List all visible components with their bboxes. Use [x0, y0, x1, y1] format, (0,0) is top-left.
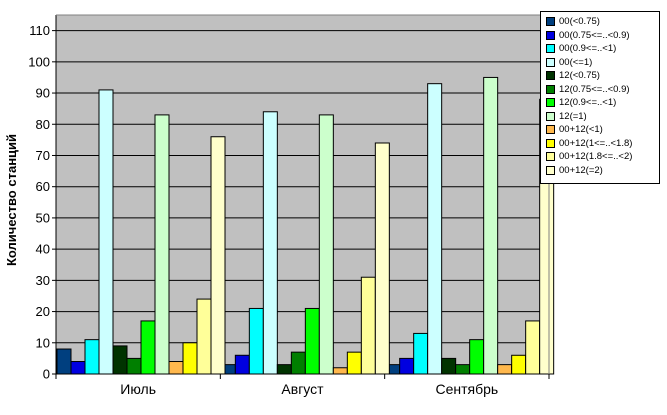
legend-item: 12(0.9<=..<1)	[546, 96, 659, 110]
bar	[469, 339, 485, 375]
legend-swatch	[546, 165, 555, 175]
bar	[70, 361, 86, 375]
plot-area	[56, 15, 549, 374]
bar	[210, 136, 226, 375]
legend-label: 00+12(=2)	[559, 164, 603, 176]
bar	[399, 357, 415, 375]
legend-label: 00+12(1<=..<1.8)	[559, 137, 633, 149]
legend-item: 00(<0.75)	[546, 15, 659, 29]
bar	[98, 89, 114, 375]
gridlines	[56, 30, 549, 344]
legend-item: 00(0.9<=..<1)	[546, 42, 659, 56]
legend-swatch	[546, 17, 555, 27]
legend-label: 12(0.75<=..<0.9)	[559, 83, 630, 95]
legend-swatch	[546, 125, 555, 135]
legend-item: 00+12(=2)	[546, 164, 659, 178]
y-tick-label: 10	[36, 335, 50, 350]
x-tick-label: Сентябрь	[435, 381, 498, 397]
bar	[196, 298, 212, 375]
bar	[525, 320, 541, 375]
bar	[318, 114, 334, 375]
legend-swatch	[546, 138, 555, 148]
legend-label: 00(<0.75)	[559, 16, 600, 28]
bar	[168, 361, 184, 375]
bar	[427, 83, 443, 375]
bar	[374, 142, 390, 375]
legend-swatch	[546, 30, 555, 40]
legend-item: 00+12(1.8<=..<2)	[546, 150, 659, 164]
legend-item: 00+12(<1)	[546, 123, 659, 137]
bar	[112, 345, 128, 375]
legend-label: 00+12(1.8<=..<2)	[559, 151, 633, 163]
legend-swatch	[546, 57, 555, 67]
bar	[304, 307, 320, 375]
bar	[511, 354, 527, 375]
legend-label: 00(0.75<=..<0.9)	[559, 29, 630, 41]
legend-item: 00(<=1)	[546, 56, 659, 70]
bar	[56, 348, 72, 375]
bar	[262, 111, 278, 375]
bar	[84, 339, 100, 375]
y-tick-label: 60	[36, 179, 50, 194]
y-tick-label: 30	[36, 273, 50, 288]
bar	[248, 307, 264, 375]
bar	[483, 76, 499, 375]
y-tick-label: 110	[29, 23, 50, 38]
bar	[360, 276, 376, 375]
legend-label: 12(0.9<=..<1)	[559, 97, 617, 109]
legend-label: 00(0.9<=..<1)	[559, 43, 617, 55]
x-tick-label: Август	[281, 381, 324, 397]
bar	[290, 351, 306, 375]
x-tick-label: Июль	[120, 381, 156, 397]
bar	[455, 364, 471, 375]
bar	[441, 357, 457, 375]
legend-item: 00(0.75<=..<0.9)	[546, 29, 659, 43]
bar	[154, 114, 170, 375]
y-tick-label: 50	[36, 210, 50, 225]
legend-item: 12(0.75<=..<0.9)	[546, 83, 659, 97]
y-tick-label: 40	[36, 242, 50, 257]
y-tick-label: 100	[28, 54, 50, 69]
bar	[332, 367, 348, 375]
x-tick-labels: Июль Август Сентябрь	[120, 381, 498, 397]
bar	[182, 342, 198, 375]
legend-swatch	[546, 84, 555, 94]
y-tick-label: 80	[36, 117, 50, 132]
bar	[126, 357, 142, 375]
y-tick-label: 0	[43, 367, 50, 382]
legend-item: 12(=1)	[546, 110, 659, 124]
legend-swatch	[546, 152, 555, 162]
legend-swatch	[546, 44, 555, 54]
legend-label: 12(=1)	[559, 110, 587, 122]
legend-swatch	[546, 71, 555, 81]
bar	[497, 364, 513, 375]
bar	[140, 320, 156, 375]
legend-label: 12(<0.75)	[559, 70, 600, 82]
legend-swatch	[546, 98, 555, 108]
legend-swatch	[546, 111, 555, 121]
bar	[413, 332, 429, 375]
bar	[346, 351, 362, 375]
legend-item: 12(<0.75)	[546, 69, 659, 83]
bar	[276, 364, 292, 375]
y-tick-label: 90	[36, 86, 50, 101]
bar	[234, 354, 250, 375]
y-axis-label: Количество станций	[4, 134, 19, 266]
legend: 00(<0.75) 00(0.75<=..<0.9) 00(0.9<=..<1) 00…	[540, 11, 660, 184]
y-tick-labels: 0 10 20 30 40 50 60 70 80 90 100 110	[28, 23, 50, 381]
legend-label: 00(<=1)	[559, 56, 593, 68]
legend-item: 00+12(1<=..<1.8)	[546, 137, 659, 151]
legend-label: 00+12(<1)	[559, 124, 603, 136]
y-tick-label: 70	[36, 148, 50, 163]
y-tick-label: 20	[36, 304, 50, 319]
